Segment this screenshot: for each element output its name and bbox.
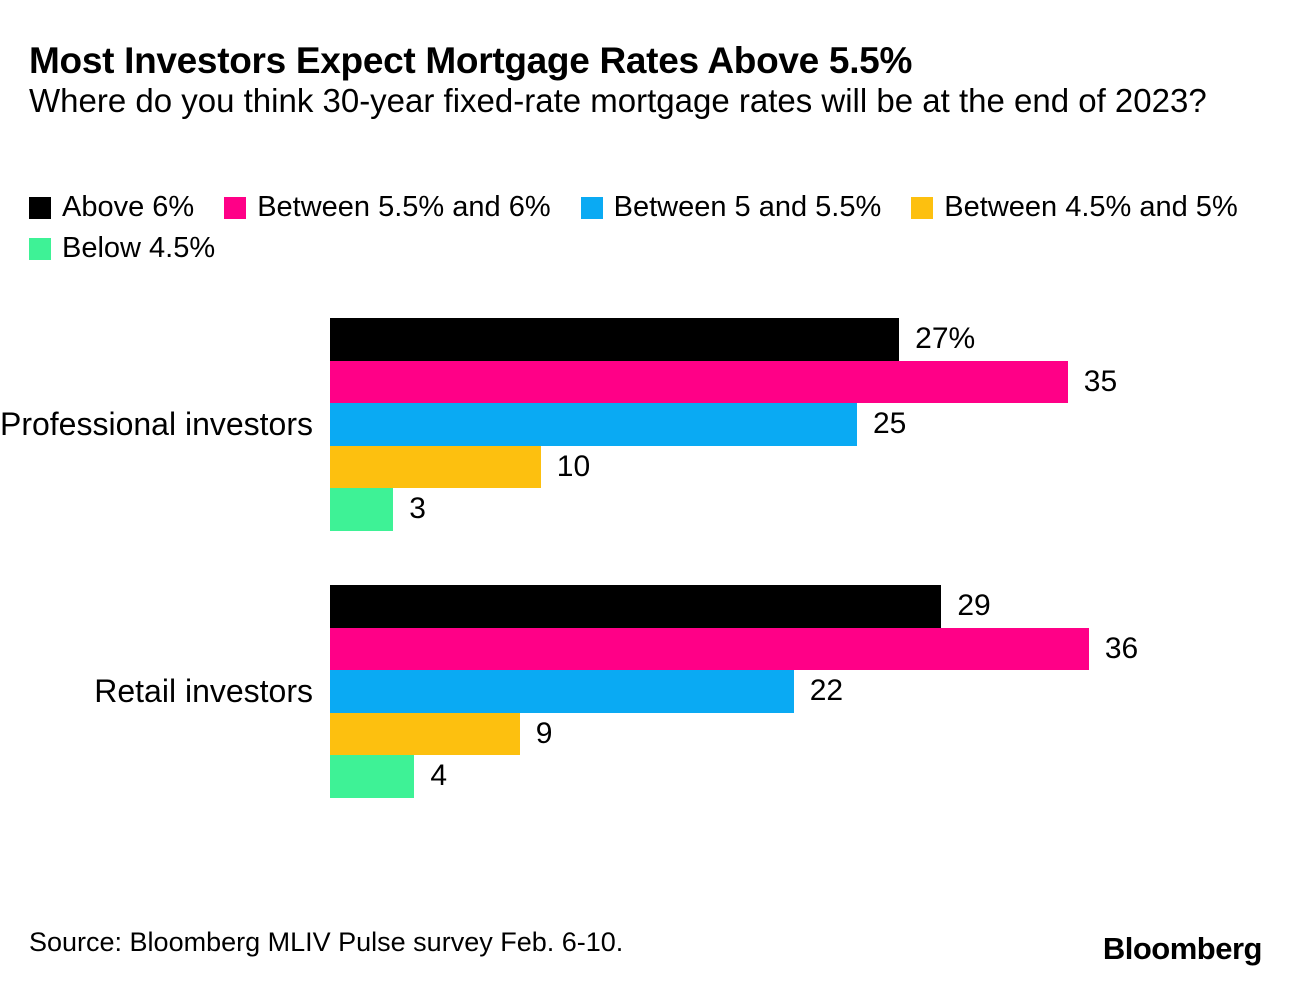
bar-value-label: 35 [1083,364,1118,398]
bar-value-label: 22 [809,674,844,708]
bar-row: 22 [0,670,1290,713]
bar-group-retail-investors: Retail investors 29 36 22 9 4 [0,585,1290,798]
legend-item-between-5-5-and-6: Between 5.5% and 6% [224,191,551,224]
bar-row: 3 [0,488,1290,531]
legend-item-between-4-5-and-5: Between 4.5% and 5% [911,191,1238,224]
chart-subtitle: Where do you think 30-year fixed-rate mo… [29,82,1207,119]
bar-retail-investors-between-5-5-and-6 [330,627,1089,670]
bar-professional-investors-between-5-5-and-6 [330,360,1068,403]
bar-retail-investors-between-5-and-5-5 [330,670,794,713]
chart-legend: Above 6% Between 5.5% and 6% Between 5 and… [29,191,1274,265]
bar-value-label: 29 [957,589,991,623]
legend-item-between-5-and-5-5: Between 5 and 5.5% [580,191,882,224]
bar-retail-investors-between-4-5-and-5 [330,712,520,755]
bar-value-label: 36 [1104,631,1139,665]
bar-professional-investors-above-6 [330,318,900,361]
bar-professional-investors-between-5-and-5-5 [330,403,857,446]
bar-value-label: 3 [409,492,426,526]
bar-retail-investors-below-4-5 [330,755,415,798]
legend-label: Between 5.5% and 6% [257,191,551,223]
legend-swatch-icon [911,196,934,219]
bar-row: 9 [0,712,1290,755]
bar-professional-investors-below-4-5 [330,488,394,531]
bar-row: 4 [0,755,1290,798]
legend-swatch-icon [29,196,51,219]
legend-label: Below 4.5% [62,232,216,264]
bar-row: 27% [0,318,1290,361]
bar-row: 36 [0,627,1290,670]
bar-group-professional-investors: Professional investors 27% 35 25 10 3 [0,318,1290,531]
bar-value-label: 25 [873,407,907,441]
bar-row: 10 [0,445,1290,488]
bar-row: 29 [0,585,1290,628]
legend-label: Above 6% [62,191,195,223]
legend-item-above-6: Above 6% [29,191,194,224]
bloomberg-logo: Bloomberg [1102,931,1263,966]
legend-swatch-icon [29,237,51,260]
category-label-retail-investors: Retail investors [94,672,313,709]
bar-value-label: 27% [915,322,976,356]
bar-row: 35 [0,360,1290,403]
chart-title: Most Investors Expect Mortgage Rates Abo… [29,40,913,81]
bar-retail-investors-above-6 [330,585,942,628]
bar-value-label: 9 [535,716,553,750]
legend-label: Between 5 and 5.5% [613,191,882,223]
bar-professional-investors-between-4-5-and-5 [330,445,541,488]
legend-swatch-icon [224,196,247,219]
legend-label: Between 4.5% and 5% [944,191,1238,223]
bar-value-label: 10 [556,449,591,483]
source-note: Source: Bloomberg MLIV Pulse survey Feb.… [29,927,624,957]
legend-swatch-icon [580,196,603,219]
bar-row: 25 [0,403,1290,446]
legend-item-below-4-5: Below 4.5% [29,232,215,265]
category-label-professional-investors: Professional investors [0,405,313,442]
bar-value-label: 4 [430,759,447,793]
